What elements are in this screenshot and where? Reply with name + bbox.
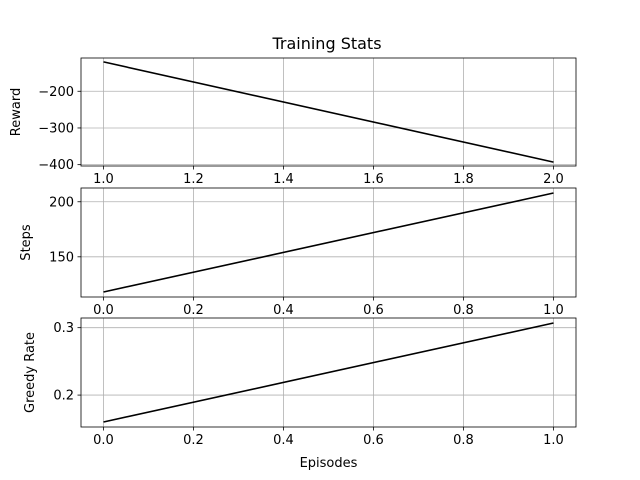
x-tick-label: 1.8 bbox=[453, 172, 474, 187]
y-axis-label: Greedy Rate bbox=[23, 332, 38, 413]
x-tick-label: 0.2 bbox=[183, 303, 204, 318]
x-tick-label: 1.2 bbox=[183, 172, 204, 187]
x-tick-label: 0.2 bbox=[183, 433, 204, 448]
y-axis-label: Reward bbox=[9, 88, 24, 136]
y-axis-label: Steps bbox=[19, 224, 34, 261]
y-tick-label: 0.3 bbox=[53, 321, 74, 336]
x-tick-label: 0.4 bbox=[273, 303, 294, 318]
x-tick-label: 1.4 bbox=[273, 172, 294, 187]
y-tick-label: −300 bbox=[38, 121, 74, 136]
y-tick-label: −200 bbox=[38, 85, 74, 100]
x-tick-label: 0.8 bbox=[453, 303, 474, 318]
x-tick-label: 1.6 bbox=[363, 172, 384, 187]
x-tick-label: 0.6 bbox=[363, 303, 384, 318]
x-tick-label: 1.0 bbox=[543, 303, 564, 318]
y-tick-label: −400 bbox=[38, 158, 74, 173]
x-tick-label: 0.0 bbox=[93, 303, 114, 318]
x-tick-label: 1.0 bbox=[93, 172, 114, 187]
x-tick-label: 0.0 bbox=[93, 433, 114, 448]
x-tick-label: 0.4 bbox=[273, 433, 294, 448]
x-tick-label: 0.6 bbox=[363, 433, 384, 448]
y-tick-label: 150 bbox=[49, 250, 74, 265]
x-tick-label: 2.0 bbox=[543, 172, 564, 187]
y-tick-label: 200 bbox=[49, 195, 74, 210]
figure-title: Training Stats bbox=[271, 34, 381, 53]
x-tick-label: 1.0 bbox=[543, 433, 564, 448]
y-tick-label: 0.2 bbox=[53, 389, 74, 404]
x-axis-label: Episodes bbox=[300, 456, 358, 471]
x-tick-label: 0.8 bbox=[453, 433, 474, 448]
